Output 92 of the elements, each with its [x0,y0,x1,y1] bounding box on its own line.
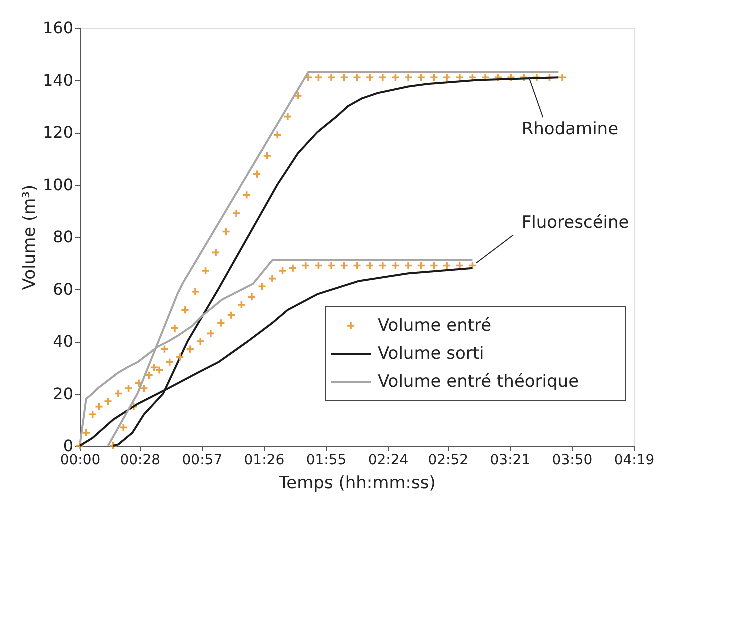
point [468,261,478,270]
point [283,112,292,122]
point [391,73,400,82]
point [248,292,256,302]
y-tick-label: 120 [42,123,74,142]
point [237,300,246,310]
point [494,73,503,82]
point [176,352,185,362]
point [119,423,128,432]
x-tick-label: 00:57 [182,452,223,468]
point [520,73,528,82]
point [327,261,336,270]
point [144,371,154,380]
point [165,358,174,367]
point [222,227,231,236]
point [391,261,400,270]
point [442,73,452,82]
point [252,170,262,179]
point [404,261,413,270]
x-tick-label: 02:24 [368,452,409,468]
point [416,73,426,82]
point [352,73,362,82]
point [340,73,349,82]
point [242,190,252,200]
point [304,73,313,82]
point [212,248,220,258]
point [366,73,374,82]
point [216,318,226,328]
point [314,73,324,82]
point [278,266,288,276]
x-tick-label: 00:00 [60,452,101,468]
point [227,310,236,320]
x-tick-label: 03:50 [552,452,593,468]
point [404,73,413,82]
point [506,73,516,82]
point [160,344,170,354]
point [430,261,439,270]
y-tick-label: 160 [42,18,74,38]
point [268,274,277,284]
legend-label: Volume entré théorique [378,372,580,392]
point [273,130,282,140]
x-tick-label: 03:21 [490,452,531,468]
y-tick-label: 0 [63,436,74,456]
y-tick-label: 60 [53,280,74,299]
y-tick-label: 80 [53,228,74,246]
point [232,209,242,218]
point [532,73,542,82]
x-tick-label: 01:55 [306,452,347,468]
point [366,261,374,270]
legend-label: Volume sorti [378,344,484,364]
point [170,324,180,333]
point [430,73,439,82]
point [352,261,362,270]
annotation: Rhodamine [522,120,619,140]
y-tick-label: 40 [53,332,74,351]
point [201,266,210,276]
point [442,261,452,270]
point [124,384,134,393]
point [314,261,324,270]
point [545,73,554,82]
point [88,410,98,420]
point [206,329,216,338]
point [416,261,426,270]
point [186,344,195,354]
annotation: Fluorescéine [522,213,630,234]
point [340,261,349,270]
x-tick-label: 04:19 [614,452,655,468]
x-axis-title: Temps (hh:mm:ss) [278,474,436,494]
y-tick-label: 20 [53,384,74,404]
x-tick-label: 01:26 [244,452,285,468]
point [327,73,336,82]
point [180,306,190,315]
point [378,73,388,82]
point [262,152,272,160]
y-tick-label: 140 [42,70,74,90]
point [558,73,567,82]
y-axis-title: Volume (m³) [20,184,40,290]
point [301,261,310,270]
point [288,264,298,273]
point [82,428,91,438]
point [104,397,113,406]
legend-label: Volume entré [378,316,492,336]
point [378,261,388,270]
point [114,389,123,398]
x-tick-label: 02:52 [428,452,469,468]
point [258,282,267,292]
point [191,287,200,296]
point [94,402,104,412]
point [196,337,206,346]
y-tick-label: 100 [42,175,74,194]
point [108,442,118,450]
x-tick-label: 00:28 [120,452,161,468]
